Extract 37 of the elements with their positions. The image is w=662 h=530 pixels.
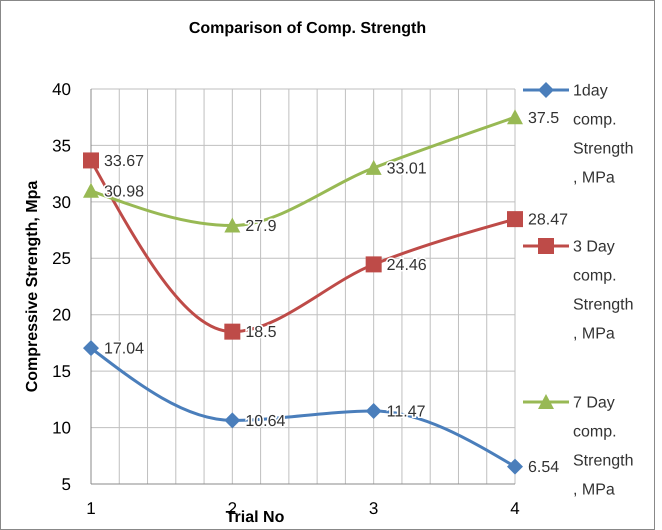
y-tick-label: 35 <box>52 136 71 156</box>
legend-label: 7 Day comp. Strength , MPa <box>573 394 634 499</box>
point <box>224 412 240 428</box>
data-label: 24.46 <box>386 256 427 274</box>
data-label: 18.5 <box>245 324 277 342</box>
data-label: 17.04 <box>104 340 144 358</box>
point <box>507 109 523 124</box>
point <box>83 152 99 168</box>
y-axis-title: Compressive Strength, Mpa <box>24 180 41 392</box>
point <box>366 402 382 419</box>
y-tick-label: 15 <box>52 362 71 382</box>
point <box>366 256 382 272</box>
legend-label: 3 Day comp. Strength , MPa <box>573 238 634 343</box>
data-label: 37.5 <box>528 110 560 127</box>
point <box>83 340 99 356</box>
point <box>224 218 240 233</box>
y-tick-label: 20 <box>52 306 71 325</box>
data-label: 28.47 <box>528 212 568 229</box>
point <box>366 160 382 175</box>
data-label: 33.67 <box>104 153 144 170</box>
point <box>83 182 99 198</box>
data-label: 6.54 <box>528 459 560 476</box>
y-tick-label: 25 <box>52 249 71 268</box>
point <box>224 324 240 340</box>
x-tick-label: 1 <box>86 499 96 518</box>
y-tick-label: 30 <box>52 192 71 212</box>
point <box>507 211 523 228</box>
y-tick-label: 10 <box>52 418 71 438</box>
point <box>507 458 523 475</box>
chart-title: Comparison of Comp. Strength <box>188 20 426 37</box>
y-tick-label: 40 <box>52 80 71 99</box>
y-tick-label: 5 <box>62 474 71 494</box>
x-tick-label: 3 <box>368 499 378 518</box>
legend-label: 1day comp. Strength , MPa <box>573 82 634 187</box>
data-label: 33.01 <box>386 160 427 178</box>
data-label: 27.9 <box>245 218 277 236</box>
x-tick-label: 4 <box>510 499 520 518</box>
